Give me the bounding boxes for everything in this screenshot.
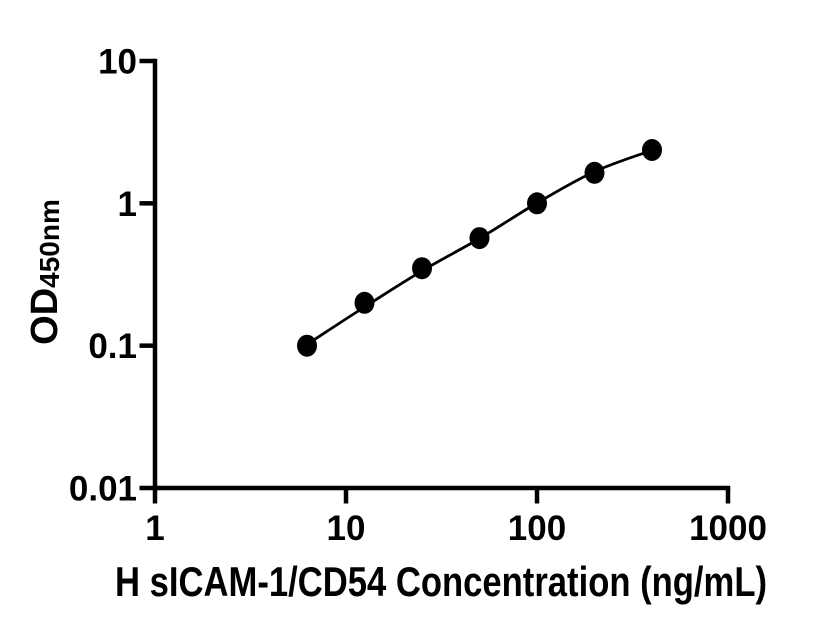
y-tick-label: 0.1 — [88, 327, 137, 366]
x-tick-label: 1000 — [689, 509, 767, 548]
x-tick-label: 10 — [327, 509, 366, 548]
y-axis-title-main: OD — [24, 288, 66, 345]
x-tick-label: 100 — [508, 509, 566, 548]
data-point — [354, 291, 375, 314]
data-point — [642, 139, 662, 161]
y-axis-title-subscript: 450nm — [34, 199, 65, 288]
y-axis-title: OD450nm — [24, 199, 66, 345]
data-point — [412, 257, 432, 280]
data-point — [527, 192, 547, 215]
data-point — [469, 227, 490, 250]
y-tick-label: 0.01 — [69, 470, 137, 509]
data-point — [584, 161, 605, 184]
y-tick-label: 1 — [118, 185, 137, 224]
data-point — [297, 334, 317, 357]
x-tick-label: 1 — [145, 509, 164, 548]
y-tick-label: 10 — [98, 43, 137, 82]
x-axis-title: H sICAM-1/CD54 Concentration (ng/mL) — [115, 558, 767, 605]
